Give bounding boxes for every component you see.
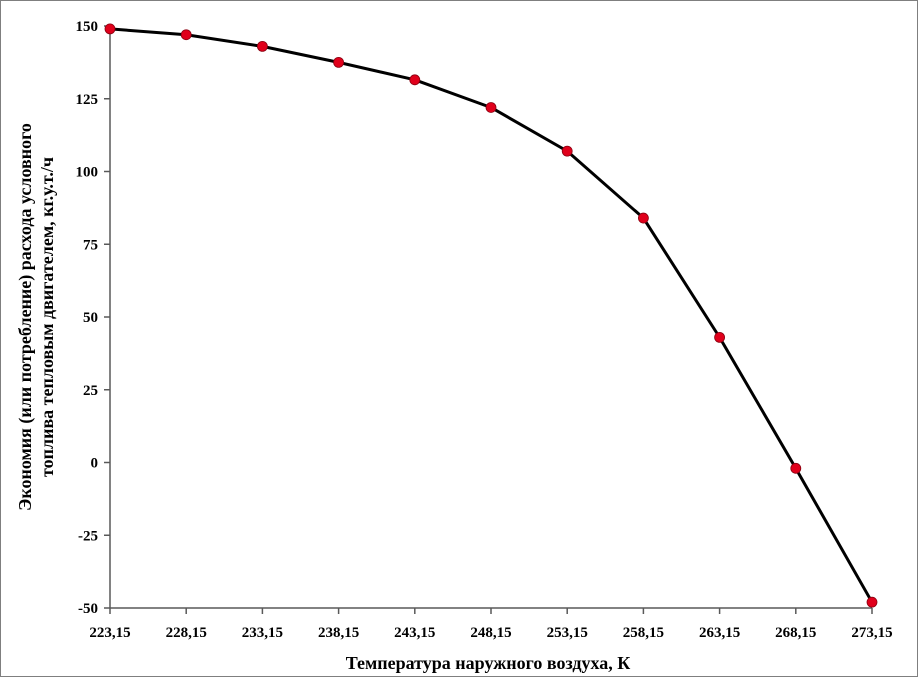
y-axis-title-line-1: Экономия (или потребление) расхода услов… — [15, 123, 36, 511]
y-tick-label: 0 — [91, 456, 99, 472]
data-point — [256, 40, 268, 52]
x-axis-title: Температура наружного воздуха, К — [346, 653, 631, 673]
data-point — [714, 331, 725, 343]
y-tick-label: 100 — [76, 165, 99, 181]
y-axis-title: Экономия (или потребление) расхода услов… — [15, 123, 57, 511]
y-axis-title-line-2: топлива тепловым двигателем, кг.у.т./ч — [37, 157, 57, 477]
y-tick-label: 150 — [76, 19, 99, 35]
axes — [109, 26, 872, 609]
data-point — [638, 212, 649, 224]
x-tick-label: 268,15 — [775, 625, 816, 641]
y-axis-ticks: 150 125 100 75 50 25 0 -25 -50 — [76, 19, 110, 617]
x-tick-label: 258,15 — [623, 625, 664, 641]
y-tick-label: -25 — [78, 528, 98, 544]
data-point — [790, 462, 802, 474]
data-point — [333, 56, 345, 68]
data-point — [561, 145, 573, 157]
y-tick-label: 25 — [83, 383, 98, 399]
y-tick-label: 75 — [83, 237, 98, 253]
x-tick-label: 253,15 — [547, 625, 588, 641]
data-point — [866, 596, 878, 608]
x-tick-label: 273,15 — [851, 625, 892, 641]
series-line — [109, 27, 874, 603]
x-tick-label: 233,15 — [242, 625, 283, 641]
data-point — [104, 23, 116, 35]
x-axis-ticks: 223,15 228,15 233,15 238,15 243,15 248,15 253,… — [89, 608, 893, 641]
data-point — [409, 74, 421, 86]
x-tick-label: 263,15 — [699, 625, 740, 641]
y-tick-label: 50 — [83, 310, 98, 326]
x-tick-label: 238,15 — [318, 625, 359, 641]
x-tick-label: 223,15 — [89, 625, 130, 641]
x-tick-label: 243,15 — [394, 625, 435, 641]
x-tick-label: 248,15 — [470, 625, 511, 641]
y-tick-label: 125 — [76, 92, 99, 108]
y-tick-label: -50 — [78, 601, 98, 617]
data-point — [485, 102, 497, 113]
x-tick-label: 228,15 — [166, 625, 207, 641]
series-group — [104, 23, 878, 608]
data-point — [180, 29, 192, 41]
